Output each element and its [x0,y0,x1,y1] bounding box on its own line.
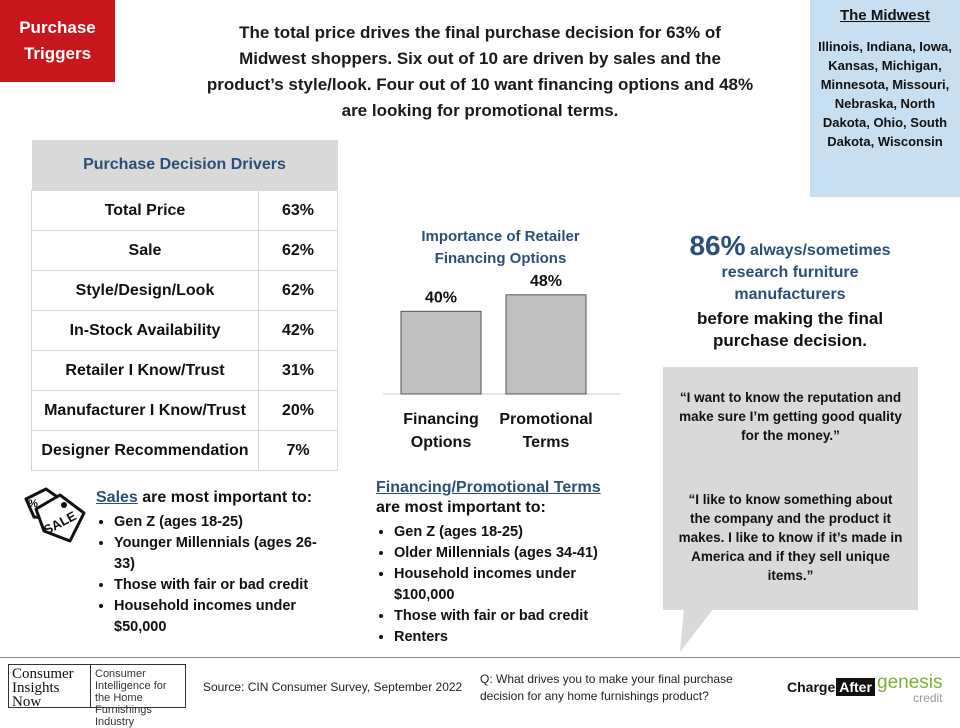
table-row: Designer Recommendation 7% [31,430,338,471]
driver-label: In-Stock Availability [31,310,259,351]
cin-logo-name: Consumer Insights Now [9,665,91,710]
table-row: In-Stock Availability 42% [31,310,338,351]
table-row: Style/Design/Look 62% [31,270,338,311]
headline: The total price drives the final purchas… [206,23,754,120]
survey-question: Q: What drives you to make your final pu… [480,672,733,703]
bar [400,310,482,395]
research-text-1: always/sometimes [749,242,891,259]
bar-value-label: 48% [530,273,562,290]
section-tag-line2: Triggers [23,44,92,63]
research-percent: 86% [689,230,746,261]
drivers-table-header: Purchase Decision Drivers [31,140,338,191]
footer-divider [0,657,960,658]
bar-value-label: 40% [425,289,457,306]
sales-list: Gen Z (ages 18-25) Younger Millennials (… [96,512,336,638]
driver-value: 31% [258,350,338,391]
category-label: Promotional [499,411,592,428]
driver-value: 20% [258,390,338,431]
financing-chart: 40% Financing Options 48% Promotional Terms [383,273,620,451]
region-box: The Midwest Illinois, Indiana, Iowa, Kan… [810,0,960,197]
list-item: Older Millennials (ages 34-41) [394,543,636,564]
chart-title: Importance of Retailer Financing Options [421,228,580,267]
driver-label: Designer Recommendation [31,430,259,471]
research-text-2: research furniture manufacturers [721,264,859,303]
sales-section: Sales are most important to: Gen Z (ages… [96,488,336,638]
region-states: Illinois, Indiana, Iowa, Kansas, Michiga… [818,39,952,149]
chargeafter-logo: Charge After [787,678,875,696]
financing-terms-section: Financing/Promotional Terms are most imp… [376,478,636,648]
sales-heading-rest: are most important to: [137,489,313,506]
table-row: Retailer I Know/Trust 31% [31,350,338,391]
category-label: Financing [403,411,479,428]
driver-value: 62% [258,270,338,311]
category-label: Options [411,434,472,451]
section-tag-line1: Purchase [19,18,96,37]
quote-bubble: “I want to know the reputation and make … [663,367,918,610]
sales-heading-link: Sales [96,489,138,506]
driver-value: 62% [258,230,338,271]
cin-logo: Consumer Insights Now Consumer Intellige… [8,664,186,728]
genesis-logo: genesis credit [877,672,943,705]
driver-label: Sale [31,230,259,271]
list-item: Those with fair or bad credit [114,575,336,596]
list-item: Household incomes under $50,000 [114,596,336,638]
bar [505,294,587,395]
fpt-heading: Financing/Promotional Terms are most imp… [376,478,636,518]
quote-2: “I like to know something about the comp… [678,492,903,583]
sale-tag-icon: SALE % [24,487,86,543]
fpt-heading-rest: are most important to: [376,499,546,516]
list-item: Household incomes under $100,000 [394,564,636,606]
driver-label: Style/Design/Look [31,270,259,311]
quote-bubble-tail [680,608,714,652]
driver-value: 63% [258,190,338,231]
list-item: Gen Z (ages 18-25) [114,512,336,533]
quote-1: “I want to know the reputation and make … [679,390,902,443]
cin-logo-tagline: Consumer Intelligence for the Home Furni… [95,668,167,728]
research-stat: 86% always/sometimes research furniture … [665,230,915,352]
genesis-logo-1: genesis [877,672,943,693]
driver-label: Total Price [31,190,259,231]
list-item: Younger Millennials (ages 26-33) [114,533,336,575]
list-item: Renters [394,627,636,648]
driver-label: Manufacturer I Know/Trust [31,390,259,431]
svg-text:%: % [28,498,38,510]
section-tag: Purchase Triggers [0,0,115,82]
chargeafter-logo-2: After [836,678,875,696]
table-row: Total Price 63% [31,190,338,231]
sales-heading: Sales are most important to: [96,488,336,508]
table-row: Sale 62% [31,230,338,271]
research-text-3: before making the final purchase decisio… [696,309,884,350]
driver-value: 7% [258,430,338,471]
driver-label: Retailer I Know/Trust [31,350,259,391]
driver-value: 42% [258,310,338,351]
category-label: Terms [523,434,570,451]
chargeafter-logo-1: Charge [787,679,836,695]
source-note: Source: CIN Consumer Survey, September 2… [203,680,463,694]
drivers-table: Purchase Decision Drivers Total Price 63%… [31,140,338,471]
fpt-heading-link: Financing/Promotional Terms [376,479,601,496]
fpt-list: Gen Z (ages 18-25) Older Millennials (ag… [376,522,636,648]
list-item: Those with fair or bad credit [394,606,636,627]
genesis-logo-2: credit [913,691,943,705]
list-item: Gen Z (ages 18-25) [394,522,636,543]
region-title: The Midwest [839,7,930,24]
table-row: Manufacturer I Know/Trust 20% [31,390,338,431]
